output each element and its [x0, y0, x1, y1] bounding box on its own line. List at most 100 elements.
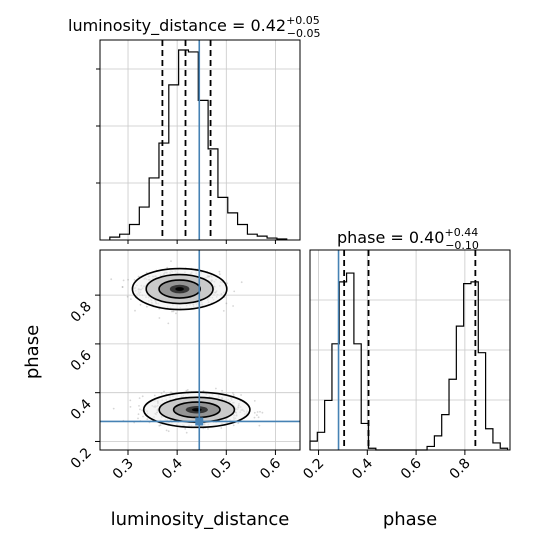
scatter-point	[221, 389, 224, 392]
scatter-point	[153, 394, 156, 397]
scatter-point	[167, 322, 170, 325]
scatter-point	[232, 305, 235, 307]
marginal-luminosity-distance-panel	[96, 39, 301, 244]
scatter-point	[253, 411, 256, 414]
x-tick-label-phase-3: 0.8	[447, 456, 474, 483]
scatter-point	[160, 392, 163, 395]
scatter-point	[141, 409, 144, 412]
scatter-point	[121, 286, 124, 288]
scatter-point	[134, 309, 136, 312]
scatter-point	[167, 430, 170, 433]
scatter-point	[129, 406, 132, 408]
scatter-point	[233, 290, 236, 293]
scatter-point	[126, 295, 129, 298]
x-axis-title-luminosity-distance: luminosity_distance	[111, 509, 290, 530]
scatter-point	[159, 424, 162, 427]
scatter-point	[240, 281, 243, 284]
scatter-point	[146, 418, 149, 420]
scatter-point	[237, 422, 240, 424]
scatter-point	[185, 431, 188, 434]
joint-phase-vs-luminosity-distance-panel: 0.3 0.4 0.5 0.6 0.2 0.4 0.6 0.8	[68, 249, 301, 483]
scatter-point	[141, 395, 144, 398]
scatter-point	[142, 415, 144, 418]
y-tick-label-phase-1: 0.4	[68, 396, 95, 423]
scatter-point	[184, 428, 187, 430]
scatter-point	[225, 302, 228, 305]
scatter-point	[256, 414, 258, 416]
x-tick-label-ld-0: 0.3	[110, 456, 137, 483]
panel-title-luminosity-distance: luminosity_distance = 0.42+0.05 −0.05	[68, 14, 321, 40]
scatter-point	[226, 282, 228, 285]
scatter-point	[138, 397, 141, 399]
histogram-luminosity-distance	[109, 49, 288, 240]
scatter-point	[170, 391, 172, 393]
scatter-point	[253, 400, 256, 402]
scatter-point	[130, 298, 132, 300]
scatter-point	[218, 273, 221, 276]
scatter-point	[175, 312, 177, 315]
scatter-point	[133, 279, 136, 281]
marginal-phase-panel: 0.2 0.4 0.6 0.8	[300, 249, 511, 483]
scatter-point	[139, 303, 142, 306]
scatter-point	[146, 305, 148, 308]
scatter-point	[258, 424, 261, 427]
scatter-point	[253, 416, 256, 419]
x-tick-label-ld-2: 0.5	[208, 456, 235, 483]
panel-frame-top	[99, 39, 301, 241]
panel-frame-right	[309, 249, 511, 451]
scatter-point	[218, 270, 221, 273]
y-tick-label-phase-0: 0.2	[68, 445, 95, 472]
scatter-point	[110, 278, 113, 281]
scatter-point	[222, 310, 225, 312]
scatter-point	[259, 410, 261, 413]
scatter-point	[112, 407, 115, 410]
scatter-point	[240, 394, 243, 396]
scatter-point	[121, 286, 124, 288]
scatter-point	[261, 411, 264, 414]
scatter-point	[171, 310, 173, 313]
scatter-point	[158, 317, 161, 319]
scatter-point	[137, 275, 140, 278]
scatter-point	[186, 389, 189, 391]
y-tick-label-phase-2: 0.6	[68, 347, 95, 374]
y-axis-title-phase: phase	[22, 325, 43, 379]
histogram-phase	[309, 272, 509, 451]
scatter-point	[166, 266, 169, 269]
scatter-point	[145, 271, 148, 274]
scatter-point	[256, 411, 259, 413]
scatter-point	[220, 427, 223, 429]
scatter-point	[165, 429, 168, 432]
panel-title-phase: phase = 0.40+0.44 −0.10	[337, 226, 479, 252]
scatter-point	[137, 413, 140, 416]
x-tick-label-phase-2: 0.6	[398, 455, 425, 482]
scatter-point	[185, 389, 188, 392]
scatter-point	[139, 408, 141, 411]
contour-mode-0-level-4	[175, 287, 184, 291]
scatter-point	[129, 399, 132, 402]
scatter-point	[127, 278, 129, 281]
x-axis-title-phase: phase	[383, 509, 437, 530]
scatter-point	[163, 390, 165, 393]
scatter-point	[170, 260, 172, 262]
contour-mode-1-level-4	[191, 408, 202, 412]
x-tick-label-ld-1: 0.4	[159, 455, 186, 482]
scatter-point	[232, 393, 235, 396]
scatter-point	[232, 424, 235, 427]
scatter-point	[215, 387, 217, 390]
scatter-point	[232, 392, 234, 394]
scatter-point	[138, 405, 140, 407]
x-tick-label-phase-1: 0.4	[349, 455, 376, 482]
y-tick-label-phase-3: 0.8	[68, 299, 95, 326]
scatter-point	[257, 416, 260, 419]
truth-marker	[195, 417, 204, 426]
scatter-point	[158, 424, 161, 427]
scatter-point	[207, 428, 209, 430]
panel-frame-joint	[99, 249, 301, 451]
scatter-point	[172, 310, 175, 313]
scatter-point	[122, 279, 125, 282]
scatter-point	[137, 417, 139, 420]
x-tick-label-phase-0: 0.2	[300, 456, 327, 483]
x-tick-label-ld-3: 0.6	[257, 455, 284, 482]
scatter-point	[202, 390, 205, 392]
